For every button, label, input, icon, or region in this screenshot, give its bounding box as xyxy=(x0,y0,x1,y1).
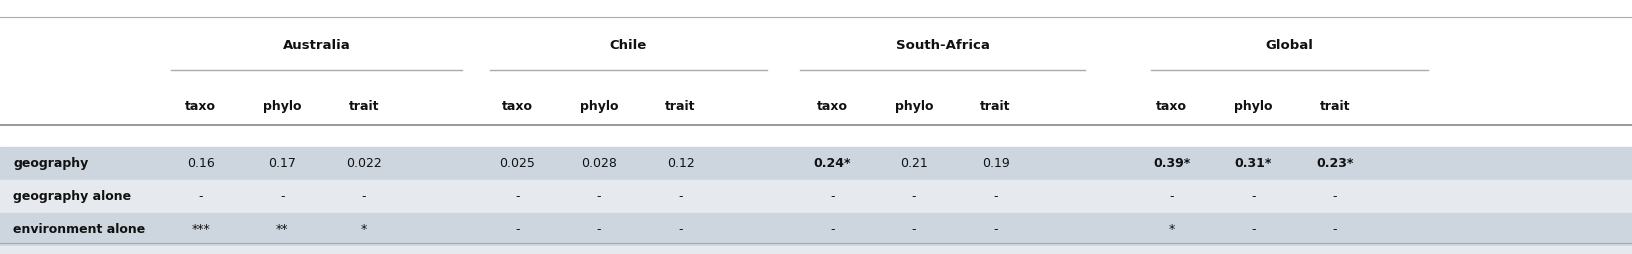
Text: -: - xyxy=(1333,223,1337,236)
Text: -: - xyxy=(912,190,916,203)
Text: 0.39*: 0.39* xyxy=(1154,157,1190,170)
Text: -: - xyxy=(831,223,834,236)
Text: -: - xyxy=(281,190,284,203)
Text: -: - xyxy=(199,190,202,203)
Text: geography alone: geography alone xyxy=(13,190,131,203)
Text: 0.21: 0.21 xyxy=(899,157,929,170)
Text: 0.16: 0.16 xyxy=(186,157,215,170)
Text: Global: Global xyxy=(1265,39,1314,52)
Text: -: - xyxy=(1252,190,1255,203)
Text: phylo: phylo xyxy=(263,100,302,113)
Text: taxo: taxo xyxy=(818,100,847,113)
Text: trait: trait xyxy=(666,100,695,113)
Text: -: - xyxy=(1252,223,1255,236)
Text: 0.025: 0.025 xyxy=(499,157,535,170)
Bar xyxy=(0,147,1632,181)
Text: -: - xyxy=(362,190,366,203)
Text: *: * xyxy=(361,223,367,236)
Text: -: - xyxy=(994,190,997,203)
Text: **: ** xyxy=(276,223,289,236)
Text: -: - xyxy=(912,223,916,236)
Text: South-Africa: South-Africa xyxy=(896,39,991,52)
Text: -: - xyxy=(597,223,601,236)
Text: -: - xyxy=(516,223,519,236)
Text: -: - xyxy=(1333,190,1337,203)
Text: ***: *** xyxy=(191,223,211,236)
Text: -: - xyxy=(516,190,519,203)
Text: taxo: taxo xyxy=(503,100,532,113)
Text: -: - xyxy=(831,190,834,203)
Text: -: - xyxy=(597,190,601,203)
Text: geography: geography xyxy=(13,157,88,170)
Text: trait: trait xyxy=(981,100,1010,113)
Bar xyxy=(0,213,1632,247)
Text: Chile: Chile xyxy=(610,39,646,52)
Text: trait: trait xyxy=(1320,100,1350,113)
Bar xyxy=(0,246,1632,254)
Text: -: - xyxy=(1170,190,1173,203)
Text: -: - xyxy=(679,190,682,203)
Text: -: - xyxy=(679,223,682,236)
Text: 0.022: 0.022 xyxy=(346,157,382,170)
Text: 0.23*: 0.23* xyxy=(1317,157,1353,170)
Text: phylo: phylo xyxy=(579,100,619,113)
Text: taxo: taxo xyxy=(186,100,215,113)
Text: environment alone: environment alone xyxy=(13,223,145,236)
Text: 0.17: 0.17 xyxy=(268,157,297,170)
Text: -: - xyxy=(994,223,997,236)
Text: Australia: Australia xyxy=(282,39,351,52)
Text: 0.028: 0.028 xyxy=(581,157,617,170)
Bar xyxy=(0,180,1632,214)
Text: taxo: taxo xyxy=(1157,100,1186,113)
Text: trait: trait xyxy=(349,100,379,113)
Text: 0.24*: 0.24* xyxy=(814,157,850,170)
Text: 0.12: 0.12 xyxy=(666,157,695,170)
Text: 0.31*: 0.31* xyxy=(1235,157,1271,170)
Text: *: * xyxy=(1169,223,1175,236)
Text: phylo: phylo xyxy=(894,100,934,113)
Text: phylo: phylo xyxy=(1234,100,1273,113)
Text: 0.19: 0.19 xyxy=(981,157,1010,170)
